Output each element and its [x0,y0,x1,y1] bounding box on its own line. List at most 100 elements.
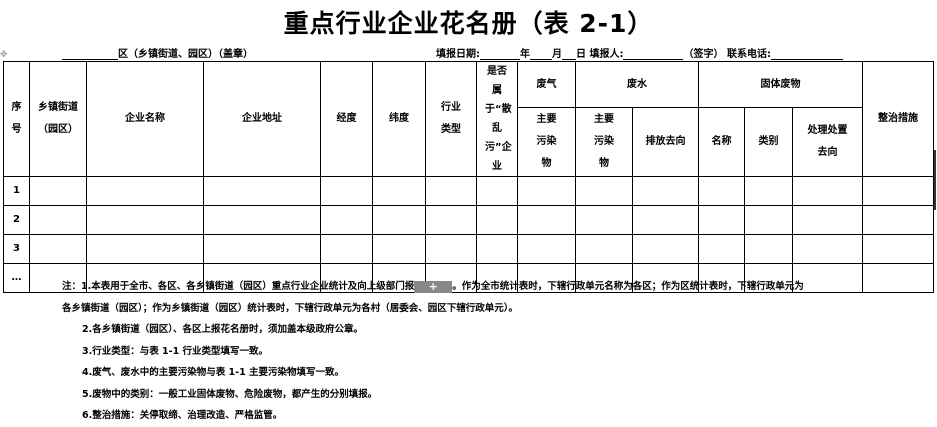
row-number: 2 [3,205,30,235]
table-cell[interactable] [862,176,935,206]
header-name: 企业名称 [86,61,204,177]
year-label: 年 [520,49,530,60]
table-cell[interactable] [517,263,576,293]
table-cell[interactable] [632,205,699,235]
table-cell[interactable] [86,263,204,293]
table-cell[interactable] [320,234,373,264]
table-cell[interactable] [203,176,321,206]
header-scattered: 是否属于“散乱污”企业 [476,61,518,177]
table-cell[interactable] [29,205,87,235]
note-1a: 注：1.本表用于全市、各区、各乡镇街道（园区）重点行业企业统计及向上级部门报 [62,281,415,292]
filler-label: 填报人: [589,49,624,60]
scrollbar[interactable] [934,150,936,210]
row-number: 1 [3,176,30,206]
district-blank[interactable] [62,48,118,60]
month-label: 月 [552,49,562,60]
year-blank[interactable] [480,48,520,60]
table-cell[interactable] [791,263,864,293]
table-cell[interactable] [517,234,576,264]
table-cell[interactable] [372,234,426,264]
table-cell[interactable] [862,205,935,235]
table-cell[interactable] [86,205,204,235]
table-cell[interactable] [744,263,793,293]
header-solid-name: 名称 [698,107,745,177]
table-cell[interactable] [575,205,633,235]
table-cell[interactable] [425,205,477,235]
date-label: 填报日期: [436,49,480,60]
page-title: 重点行业企业花名册（表 2-1） [283,9,654,38]
table-cell[interactable] [29,176,87,206]
district-field[interactable]: 区（乡镇街道、园区）（盖章） [62,45,253,60]
table-cell[interactable] [476,263,518,293]
table-row: 2 [3,205,935,235]
table-cell[interactable] [862,234,935,264]
header-remediation: 整治措施 [862,61,935,177]
filler-blank[interactable] [623,48,684,60]
table-cell[interactable] [632,263,699,293]
enterprise-roster-table: 序号 乡镇街道（园区） 企业名称 企业地址 经度 纬度 行业类型 是否属于“散乱… [3,60,935,293]
table-cell[interactable] [203,234,321,264]
day-label: 日 [576,49,586,60]
table-cell[interactable] [791,205,864,235]
table-cell[interactable] [791,176,864,206]
note-2: 2.各乡镇街道（园区）、各区上报花名册时，须加盖本级政府公章。 [82,324,363,335]
table-cell[interactable] [476,176,518,206]
table-cell[interactable] [698,263,745,293]
table-cell[interactable] [575,263,633,293]
header-latitude: 纬度 [372,61,426,177]
table-cell[interactable] [698,234,745,264]
table-cell[interactable] [744,234,793,264]
note-1b: 。作为全市统计表时，下辖行政单元名称为各区；作为区统计表时，下辖行政单元为 [452,281,804,292]
header-disposal: 处理处置去向 [791,107,864,177]
row-number: 3 [3,234,30,264]
plus-overlay-icon[interactable]: + [414,280,453,293]
table-cell[interactable] [425,234,477,264]
report-info: 填报日期: 年 月 日 填报人: （签字） 联系电话: [436,45,843,60]
table-cell[interactable] [632,176,699,206]
table-cell[interactable] [372,176,426,206]
header-water-pollutant: 主要污染物 [575,107,633,177]
note-4: 4.废气、废水中的主要污染物与表 1-1 主要污染物填写一致。 [82,367,344,378]
header-discharge: 排放去向 [632,107,699,177]
table-cell[interactable] [744,176,793,206]
day-blank[interactable] [562,48,576,60]
month-blank[interactable] [530,48,552,60]
header-solid-waste: 固体废物 [697,60,864,109]
table-row: 3 [3,234,935,264]
table-cell[interactable] [744,205,793,235]
table-cell[interactable] [320,205,373,235]
table-cell[interactable] [517,205,576,235]
table-cell[interactable] [632,234,699,264]
table-cell[interactable] [476,205,518,235]
note-1c: 各乡镇街道（园区）；作为乡镇街道（园区）统计表时，下辖行政单元为各村（居委会、园… [62,302,519,314]
table-cell[interactable] [575,176,633,206]
header-industry: 行业类型 [425,61,477,177]
header-solid-type: 类别 [744,107,793,177]
district-label: 区（乡镇街道、园区）（盖章） [118,49,253,60]
header-seq: 序号 [3,61,30,177]
table-cell[interactable] [372,205,426,235]
phone-blank[interactable] [770,48,843,60]
note-5: 5.废物中的类别：一般工业固体废物、危险废物，都产生的分别填报。 [82,388,378,400]
table-cell[interactable] [425,176,477,206]
table-cell[interactable] [698,205,745,235]
header-longitude: 经度 [320,61,373,177]
table-cell[interactable] [698,176,745,206]
table-cell[interactable] [476,234,518,264]
table-cell[interactable] [203,205,321,235]
sign-label: （签字） [683,49,724,60]
table-cell[interactable] [575,234,633,264]
table-cell[interactable] [862,263,935,293]
table-anchor-icon[interactable]: ✥ [0,50,8,60]
table-cell[interactable] [86,176,204,206]
table-cell[interactable] [320,176,373,206]
table-cell[interactable] [791,234,864,264]
phone-label: 联系电话: [726,49,771,60]
table-cell[interactable] [29,234,87,264]
note-6: 6.整治措施：关停取缔、治理改造、严格监管。 [82,410,283,421]
note-3: 3.行业类型：与表 1-1 行业类型填写一致。 [82,345,268,357]
table-cell[interactable] [86,234,204,264]
table-cell[interactable] [517,176,576,206]
header-town: 乡镇街道（园区） [29,61,87,177]
row-number: … [3,263,30,293]
